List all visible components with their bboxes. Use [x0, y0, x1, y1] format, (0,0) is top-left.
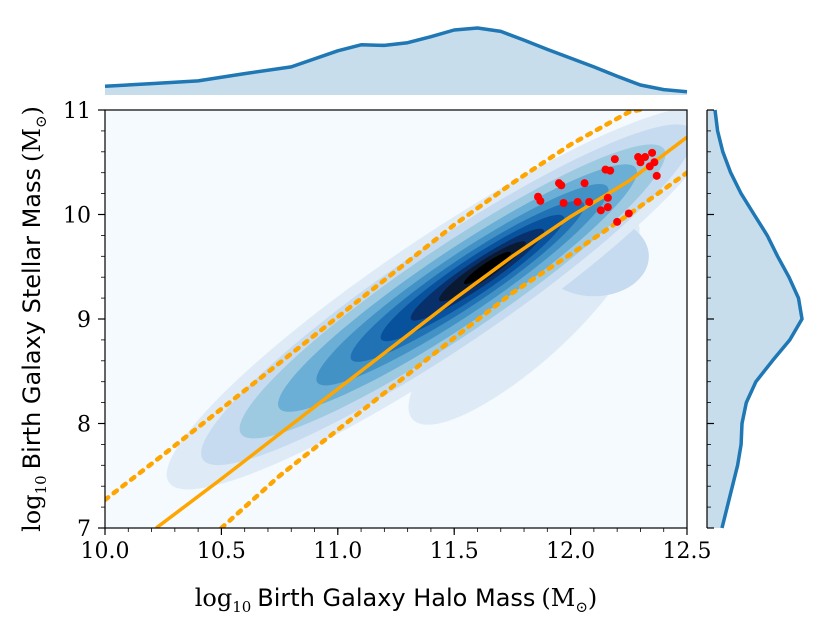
scatter-point: [580, 179, 589, 188]
scatter-point: [606, 166, 615, 175]
scatter-points: [534, 148, 661, 226]
y-axis-label: log10 Birth Galaxy Stellar Mass (M⊙): [18, 106, 50, 532]
x-axis-label-unit: (M: [541, 584, 575, 612]
x-ticks: 10.0 10.5 11.0 11.5 12.0 12.5: [81, 528, 712, 564]
scatter-point: [603, 193, 612, 202]
fit-lines: [105, 110, 687, 528]
y-axis-label-unit: (M: [18, 128, 46, 162]
fit-upper-bound: [105, 110, 650, 503]
fit-lower-bound: [219, 170, 687, 528]
x-marginal-line: [104, 26, 688, 94]
x-tick-label: 10.5: [197, 539, 246, 564]
y-tick-label: 8: [77, 413, 91, 438]
x-axis-label-sun: ⊙: [575, 598, 588, 616]
x-axis-label-close: ): [588, 584, 597, 612]
y-axis-label-log: log: [18, 494, 46, 532]
y-tick-label: 9: [77, 308, 91, 333]
scatter-point: [585, 197, 594, 206]
y-tick-label: 7: [77, 517, 91, 542]
y-tick-label: 11: [63, 99, 91, 124]
x-axis-label-sub: 10: [232, 598, 251, 616]
scatter-point: [652, 171, 661, 180]
x-tick-label: 10.0: [81, 539, 130, 564]
y-axis-label-text: Birth Galaxy Stellar Mass: [18, 168, 46, 469]
y-marginal-fill: [707, 110, 802, 528]
scatter-point: [536, 196, 545, 205]
scatter-point: [603, 203, 612, 212]
x-axis-label: log10 Birth Galaxy Halo Mass (M⊙): [195, 584, 598, 616]
scatter-point: [636, 158, 645, 167]
x-axis-label-text: Birth Galaxy Halo Mass: [257, 584, 535, 612]
scatter-point: [596, 206, 605, 215]
x-tick-label: 11.5: [430, 539, 479, 564]
x-tick-label: 11.0: [313, 539, 362, 564]
scatter-point: [573, 197, 582, 206]
scatter-point: [559, 199, 568, 208]
y-axis-label-sun: ⊙: [32, 115, 50, 128]
x-tick-label: 12.0: [546, 539, 595, 564]
y-ticks: 7 8 9 10 11: [63, 99, 105, 542]
fit-line: [155, 135, 687, 528]
x-marginal-fill: [105, 28, 687, 95]
x-marginal: [104, 26, 688, 95]
y-marginal-ticks: [707, 109, 714, 529]
y-tick-label: 10: [63, 204, 91, 229]
scatter-point: [557, 181, 566, 190]
y-marginal-line: [713, 109, 804, 529]
scatter-point: [624, 209, 633, 218]
scatter-point: [610, 155, 619, 164]
scatter-point: [648, 148, 657, 157]
scatter-point: [613, 217, 622, 226]
density-level: [463, 251, 511, 285]
y-axis-label-close: ): [18, 106, 46, 115]
y-axis-label-sub: 10: [32, 475, 50, 494]
y-marginal: [706, 109, 804, 529]
scatter-point: [641, 153, 650, 162]
scatter-point: [650, 158, 659, 167]
x-axis-label-log: log: [195, 584, 233, 612]
x-tick-label: 12.5: [663, 539, 712, 564]
